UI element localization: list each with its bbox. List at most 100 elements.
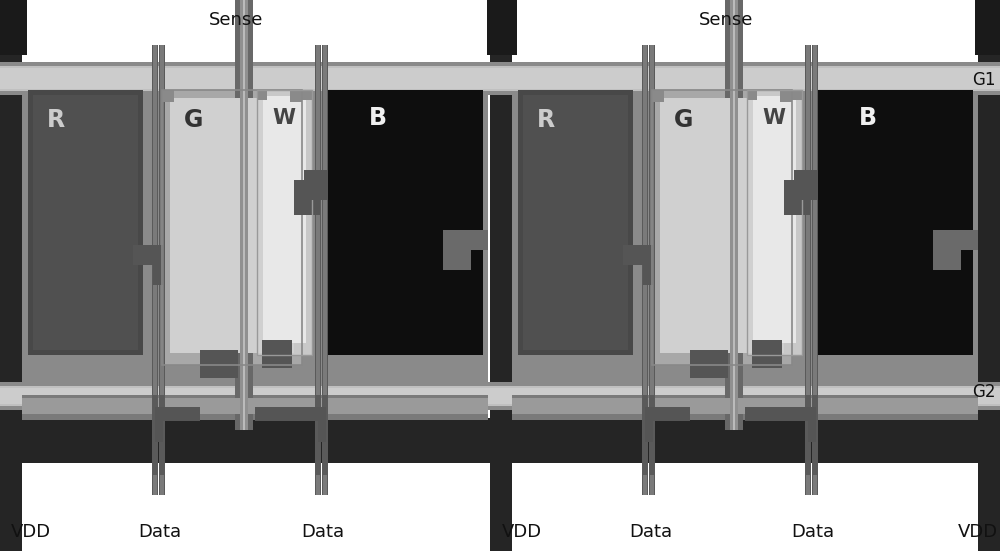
Bar [643,245,653,285]
Bar [523,95,628,350]
Text: B: B [859,106,877,130]
Bar [487,0,517,55]
Bar [518,90,633,355]
Bar [645,407,690,421]
Bar [794,186,810,200]
Bar [257,90,267,100]
Bar [304,170,326,186]
Bar [0,66,1000,91]
Bar [810,170,818,200]
Bar [747,90,802,355]
Bar [642,45,648,495]
Bar [33,95,138,350]
Text: Data: Data [791,523,835,541]
Bar [725,0,743,430]
Bar [650,45,654,495]
Bar [812,395,818,475]
Bar [22,395,488,420]
Bar [623,245,651,265]
Bar [153,45,157,495]
Text: W: W [272,108,296,128]
Bar [975,0,1000,55]
Bar [652,90,792,365]
Bar [512,395,978,420]
Text: G2: G2 [972,383,996,401]
Bar [155,407,200,421]
Bar [22,398,488,414]
Bar [328,90,483,355]
Bar [243,0,245,430]
Bar [649,395,655,475]
Text: VDD: VDD [502,523,542,541]
Bar [162,90,302,365]
Bar [753,96,796,343]
Bar [490,0,512,551]
Bar [133,245,161,265]
Bar [162,90,302,365]
Bar [747,90,757,100]
Bar [160,45,164,495]
Bar [323,45,327,495]
Bar [322,395,328,475]
Bar [302,90,312,100]
Text: Data: Data [629,523,673,541]
Bar [257,90,312,355]
Text: G1: G1 [972,71,996,89]
Bar [784,180,809,198]
Bar [443,230,488,250]
Bar [784,198,802,215]
Text: R: R [47,108,65,132]
Bar [152,395,158,475]
Bar [818,90,973,355]
Bar [0,386,1000,406]
Bar [28,90,143,355]
Bar [733,0,735,430]
Bar [512,75,978,391]
Bar [745,407,815,421]
Bar [978,0,1000,551]
Bar [155,407,163,442]
Text: G: G [674,108,694,132]
Bar [812,45,818,495]
Bar [794,170,816,186]
Text: VDD: VDD [11,523,51,541]
Bar [933,230,978,250]
Bar [649,45,655,495]
Bar [933,250,961,270]
Bar [805,45,811,495]
Text: Data: Data [301,523,345,541]
Bar [808,407,816,442]
Bar [320,170,328,200]
Bar [262,340,292,368]
Bar [813,45,817,495]
Bar [263,96,306,343]
Bar [802,180,810,215]
Bar [642,395,648,475]
Bar [315,45,321,495]
Bar [159,45,165,495]
Bar [318,407,326,442]
Text: Data: Data [138,523,182,541]
Bar [0,62,1000,95]
Bar [200,350,238,378]
Bar [0,388,1000,404]
Bar [660,98,784,353]
Bar [316,45,320,495]
Bar [159,395,165,475]
Bar [0,68,1000,89]
Bar [22,75,488,391]
Bar [747,90,802,355]
Bar [0,382,1000,410]
Bar [255,407,325,421]
Bar [512,398,978,414]
Text: G: G [184,108,204,132]
Bar [153,245,163,285]
Bar [806,45,810,495]
Bar [0,0,22,551]
Text: W: W [763,108,786,128]
Bar [152,45,158,495]
Bar [730,0,738,430]
Bar [690,350,728,378]
Bar [170,98,294,353]
Bar [162,90,174,102]
